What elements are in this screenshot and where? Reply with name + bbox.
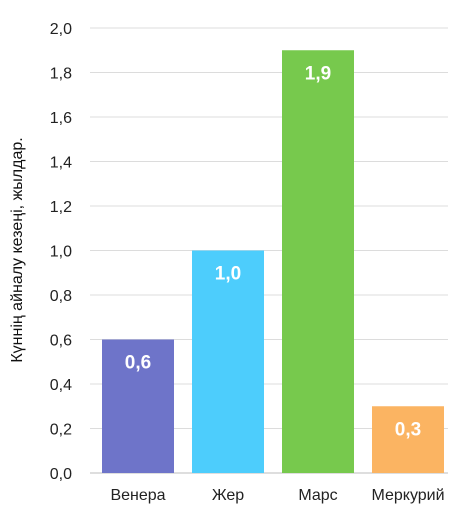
x-axis-categories: Венера Жер Марс Меркурий bbox=[110, 487, 444, 504]
y-tick-label: 0,8 bbox=[50, 288, 72, 305]
bar-value-label: 0,6 bbox=[125, 353, 151, 374]
y-tick-label: 0,4 bbox=[50, 377, 72, 394]
bar bbox=[372, 406, 444, 473]
bar bbox=[192, 250, 264, 473]
bar-value-label: 1,0 bbox=[215, 264, 241, 285]
bar bbox=[282, 50, 354, 473]
bar-value-label: 0,3 bbox=[395, 419, 421, 440]
y-tick-label: 2,0 bbox=[50, 21, 72, 38]
y-tick-label: 1,0 bbox=[50, 244, 72, 261]
category-label: Жер bbox=[212, 487, 244, 504]
bars: 0,6 1,0 1,9 0,3 bbox=[102, 50, 444, 473]
bar bbox=[102, 339, 174, 473]
y-tick-label: 1,4 bbox=[50, 155, 72, 172]
category-label: Марс bbox=[298, 487, 337, 504]
y-tick-label: 0,6 bbox=[50, 333, 72, 350]
category-label: Венера bbox=[110, 487, 165, 504]
y-axis-ticks: 0,0 0,2 0,4 0,6 0,8 1,0 1,2 1,4 1,6 1,8 2,0 bbox=[50, 21, 72, 483]
category-label: Меркурий bbox=[371, 487, 444, 504]
y-tick-label: 1,8 bbox=[50, 66, 72, 83]
bar-value-label: 1,9 bbox=[305, 63, 331, 84]
y-tick-label: 0,0 bbox=[50, 466, 72, 483]
y-tick-label: 1,2 bbox=[50, 199, 72, 216]
y-tick-label: 0,2 bbox=[50, 422, 72, 439]
y-axis-title: Күннің айналу кезеңі, жылдар. bbox=[9, 137, 26, 362]
y-tick-label: 1,6 bbox=[50, 110, 72, 127]
